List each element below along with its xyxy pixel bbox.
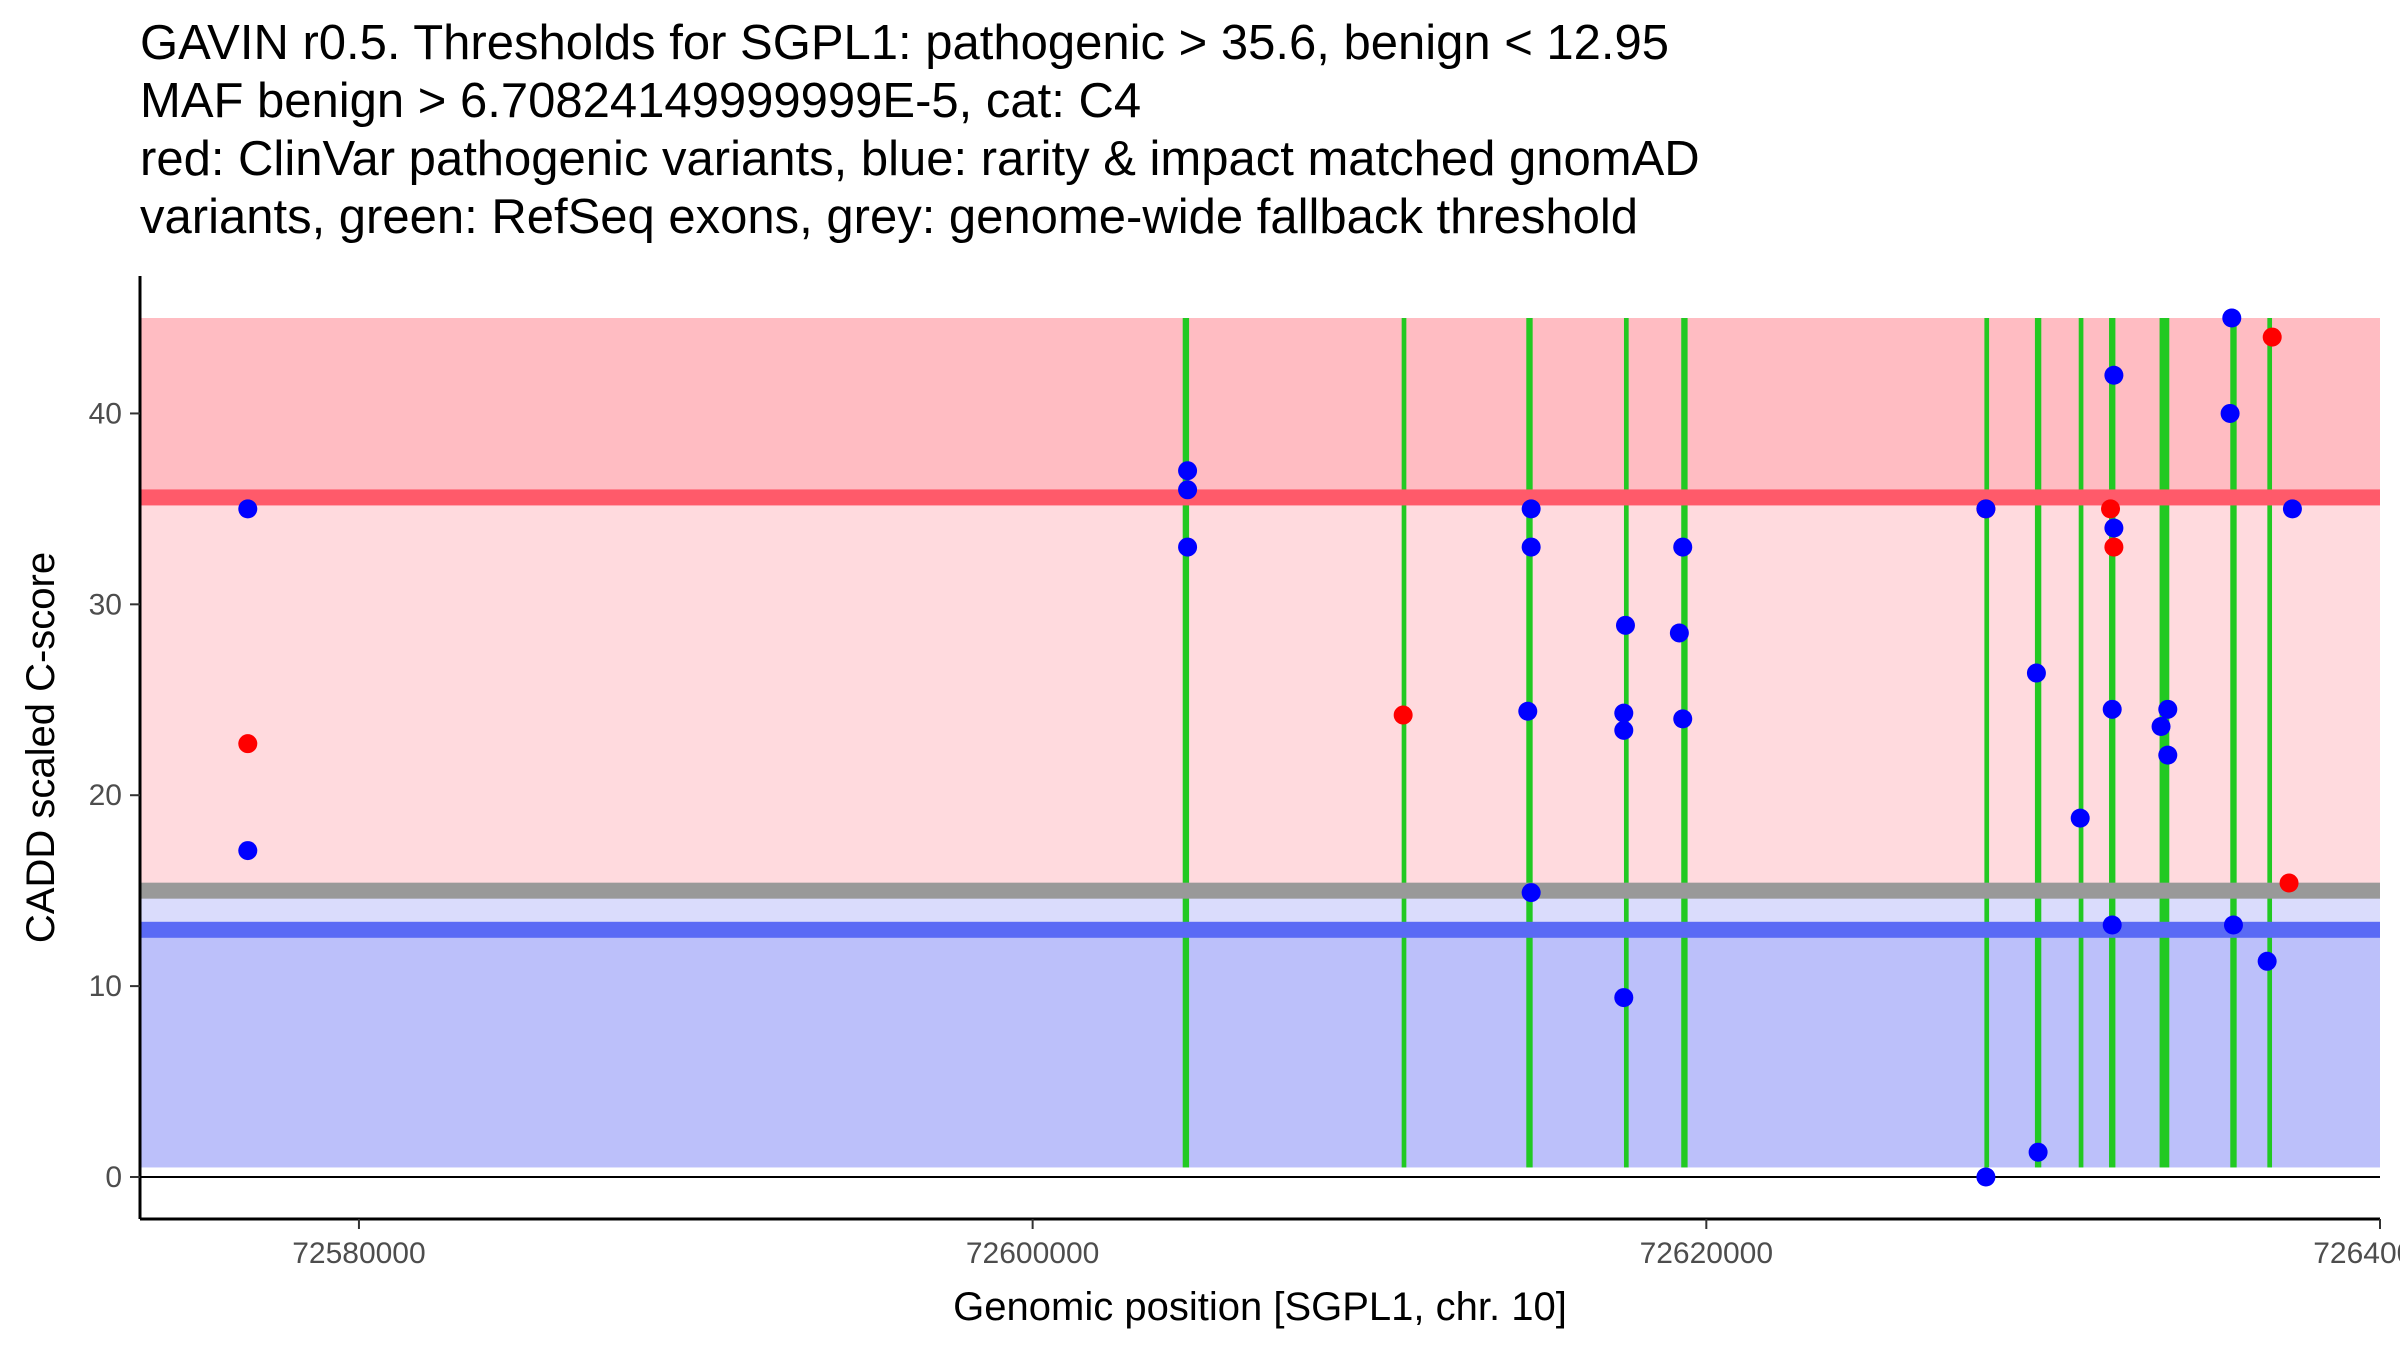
y-tick-label: 0 xyxy=(105,1161,122,1194)
clinvar-pathogenic-point xyxy=(2104,537,2124,557)
y-axis-title: CADD scaled C-score xyxy=(19,552,63,943)
exon-line xyxy=(1526,317,1533,1168)
y-tick-label: 20 xyxy=(89,779,122,812)
gnomad-matched-point xyxy=(2282,499,2302,519)
gnomad-matched-point xyxy=(2223,915,2243,935)
exon-line xyxy=(1401,317,1407,1168)
gnomad-matched-point xyxy=(2104,365,2124,385)
exon-line xyxy=(1623,317,1629,1168)
gnomad-matched-point xyxy=(1976,1167,1996,1187)
gnomad-matched-point xyxy=(2070,808,2090,828)
gnomad-matched-point xyxy=(2104,518,2124,538)
exon-line xyxy=(2109,317,2116,1168)
title-line-4: variants, green: RefSeq exons, grey: gen… xyxy=(140,190,1639,244)
x-tick-label: 72600000 xyxy=(966,1237,1099,1270)
gnomad-matched-point xyxy=(2158,699,2178,719)
clinvar-pathogenic-point xyxy=(2101,499,2121,519)
gnomad-matched-point xyxy=(2151,717,2171,737)
gnomad-matched-point xyxy=(2257,951,2277,971)
benign-zone xyxy=(140,929,2380,1168)
gnomad-matched-point xyxy=(2102,915,2122,935)
x-tick-label: 72620000 xyxy=(1640,1237,1773,1270)
clinvar-pathogenic-point xyxy=(2279,873,2299,893)
gnomad-matched-point xyxy=(1178,461,1198,481)
gnomad-matched-point xyxy=(238,841,258,861)
threshold-lines xyxy=(140,489,2380,1179)
x-tick-label: 72580000 xyxy=(292,1237,425,1270)
gnomad-matched-point xyxy=(1976,499,1996,519)
title-line-3: red: ClinVar pathogenic variants, blue: … xyxy=(140,132,1700,186)
gnomad-matched-point xyxy=(238,499,258,519)
gnomad-matched-point xyxy=(1178,537,1198,557)
gnomad-matched-point xyxy=(1518,701,1538,721)
axes xyxy=(138,276,2380,1221)
exon-line xyxy=(2078,317,2084,1168)
exon-line xyxy=(1182,317,1190,1168)
x-axis-title: Genomic position [SGPL1, chr. 10] xyxy=(953,1285,1567,1329)
x-axis-ticks: 72580000 72600000 72620000 72640000 xyxy=(292,1219,2400,1270)
gnomad-matched-point xyxy=(1614,703,1634,723)
y-tick-label: 40 xyxy=(89,397,122,430)
y-tick-label: 30 xyxy=(89,588,122,621)
gnomad-matched-point xyxy=(2158,745,2178,765)
gnomad-matched-point xyxy=(1673,537,1693,557)
benign-threshold-line xyxy=(140,921,2380,938)
data-points xyxy=(238,308,2302,1187)
fallback-threshold-line xyxy=(140,882,2380,899)
gnomad-matched-point xyxy=(1669,623,1689,643)
exon-line xyxy=(2034,317,2042,1168)
gnomad-matched-point xyxy=(2026,663,2046,683)
gnomad-matched-point xyxy=(1178,480,1198,500)
exon-line xyxy=(1984,317,1990,1168)
clinvar-pathogenic-point xyxy=(2262,327,2282,347)
gnomad-matched-point xyxy=(1673,709,1693,729)
x-tick-label: 72640000 xyxy=(2313,1237,2400,1270)
clinvar-pathogenic-point xyxy=(1393,705,1413,725)
pathogenic-zone xyxy=(140,317,2380,498)
gnomad-matched-point xyxy=(1521,883,1541,903)
pathogenic-threshold-line xyxy=(140,489,2380,506)
uncertain-zone xyxy=(140,497,2380,891)
gnomad-matched-point xyxy=(1615,615,1635,635)
y-tick-label: 10 xyxy=(89,970,122,1003)
title-line-1: GAVIN r0.5. Thresholds for SGPL1: pathog… xyxy=(140,16,1670,70)
exon-line xyxy=(2159,317,2170,1168)
gnomad-matched-point xyxy=(2028,1142,2048,1162)
gnomad-matched-point xyxy=(1614,988,1634,1008)
gnomad-matched-point xyxy=(2220,403,2240,423)
exon-line xyxy=(1681,317,1688,1168)
gnomad-matched-point xyxy=(1614,720,1634,740)
title-line-2: MAF benign > 6.70824149999999E-5, cat: C… xyxy=(140,74,1142,128)
exon-lines xyxy=(1182,317,2273,1168)
exon-line xyxy=(2230,317,2237,1168)
clinvar-pathogenic-point xyxy=(238,734,258,754)
y-axis-ticks: 0 10 20 30 40 xyxy=(89,397,140,1194)
gnomad-matched-point xyxy=(1521,499,1541,519)
gnomad-matched-point xyxy=(2102,699,2122,719)
chart-title: GAVIN r0.5. Thresholds for SGPL1: pathog… xyxy=(140,14,2380,246)
threshold-zones xyxy=(140,317,2380,1168)
gnomad-matched-point xyxy=(1521,537,1541,557)
exon-line xyxy=(2267,317,2273,1168)
gnomad-matched-point xyxy=(2222,308,2242,328)
